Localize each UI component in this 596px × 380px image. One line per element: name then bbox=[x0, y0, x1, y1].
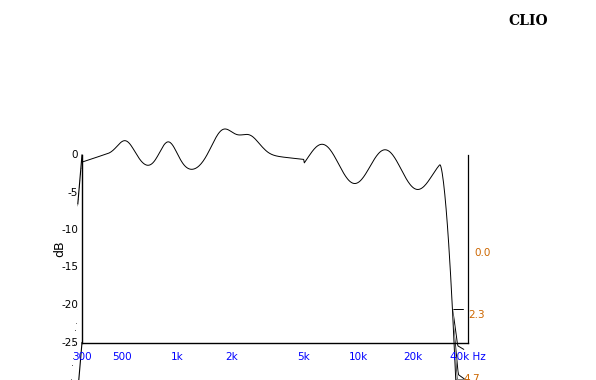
Polygon shape bbox=[76, 323, 462, 380]
Text: 40k Hz: 40k Hz bbox=[450, 353, 486, 363]
Text: -10: -10 bbox=[61, 225, 78, 235]
Text: CLIO: CLIO bbox=[508, 14, 548, 28]
Polygon shape bbox=[82, 129, 468, 380]
Polygon shape bbox=[79, 188, 464, 380]
Polygon shape bbox=[77, 315, 462, 380]
Text: -5: -5 bbox=[67, 187, 78, 198]
Polygon shape bbox=[71, 378, 457, 380]
Polygon shape bbox=[76, 329, 461, 380]
Text: dB: dB bbox=[54, 241, 67, 257]
Text: 0.0: 0.0 bbox=[474, 247, 491, 258]
Polygon shape bbox=[73, 358, 459, 380]
Polygon shape bbox=[73, 350, 460, 380]
Polygon shape bbox=[81, 149, 467, 380]
Text: 500: 500 bbox=[113, 353, 132, 363]
Text: 10k: 10k bbox=[349, 353, 368, 363]
Text: -15: -15 bbox=[61, 263, 78, 272]
Polygon shape bbox=[80, 168, 465, 380]
Text: 20k: 20k bbox=[403, 353, 423, 363]
Text: 4.7: 4.7 bbox=[463, 374, 480, 380]
Text: 300: 300 bbox=[72, 353, 92, 363]
Text: 2.3: 2.3 bbox=[468, 310, 485, 320]
Polygon shape bbox=[78, 198, 464, 380]
Text: 1k: 1k bbox=[170, 353, 184, 363]
Polygon shape bbox=[82, 139, 467, 380]
Polygon shape bbox=[77, 309, 463, 380]
Polygon shape bbox=[80, 158, 466, 380]
Text: 5k: 5k bbox=[297, 353, 311, 363]
Polygon shape bbox=[75, 337, 461, 380]
Text: 2k: 2k bbox=[225, 353, 238, 363]
Polygon shape bbox=[72, 372, 458, 380]
Polygon shape bbox=[79, 178, 465, 380]
Polygon shape bbox=[72, 364, 458, 380]
Text: 0: 0 bbox=[72, 150, 78, 160]
Polygon shape bbox=[74, 344, 460, 380]
Text: -20: -20 bbox=[61, 300, 78, 310]
Text: -25: -25 bbox=[61, 337, 78, 347]
